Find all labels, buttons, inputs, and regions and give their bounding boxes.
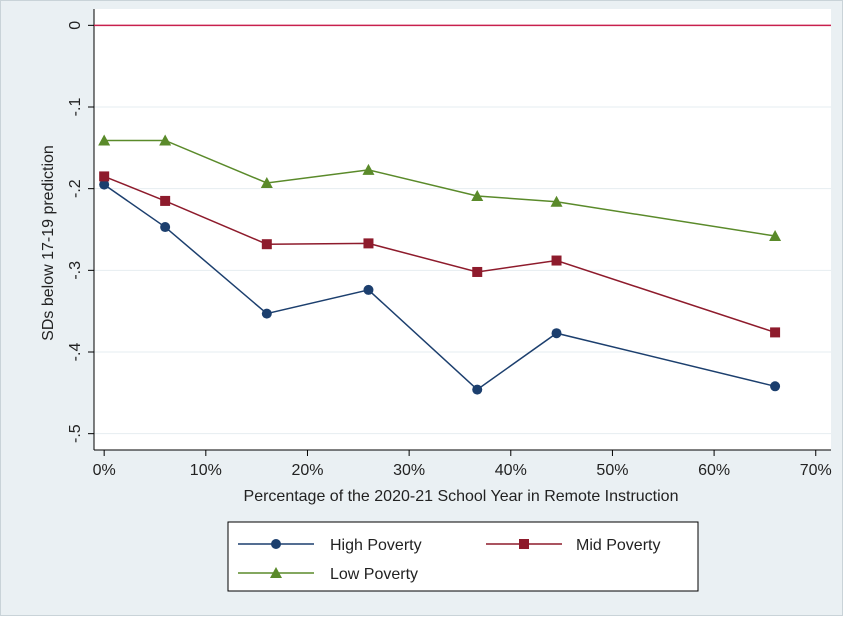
legend-item-low-poverty: Low Poverty	[238, 566, 418, 583]
data-point-low-poverty	[260, 176, 273, 188]
data-point-mid-poverty	[99, 171, 110, 182]
legend-marker-high-poverty	[271, 539, 281, 549]
x-axis-ticks: 0% 10% 20% 30% 40% 50% 60% 70%	[93, 450, 832, 479]
data-point-high-poverty	[551, 328, 562, 339]
y-tick-label: -.5	[67, 424, 84, 443]
series-low-poverty	[98, 134, 782, 242]
data-point-low-poverty	[98, 134, 111, 146]
x-tick-label: 30%	[393, 462, 425, 479]
y-tick-label: -.1	[67, 98, 84, 117]
series-high-poverty	[99, 179, 781, 395]
legend-marker-low-poverty	[270, 567, 282, 578]
x-tick-label: 0%	[93, 462, 116, 479]
data-point-high-poverty	[363, 284, 374, 295]
data-point-high-poverty	[160, 222, 171, 233]
x-tick-label: 50%	[596, 462, 628, 479]
data-point-low-poverty	[471, 190, 484, 202]
legend-label-low-poverty: Low Poverty	[330, 566, 418, 583]
y-axis-ticks: 0 -.1 -.2 -.3 -.4 -.5	[67, 21, 94, 443]
legend-item-high-poverty: High Poverty	[238, 537, 422, 554]
x-tick-label: 20%	[291, 462, 323, 479]
plot-area	[94, 9, 831, 450]
x-tick-label: 40%	[495, 462, 527, 479]
series-group	[98, 134, 782, 395]
data-point-low-poverty	[362, 163, 375, 175]
data-point-low-poverty	[159, 134, 172, 146]
data-point-high-poverty	[472, 384, 483, 395]
legend-marker-mid-poverty	[519, 539, 529, 549]
x-axis-title: Percentage of the 2020-21 School Year in…	[244, 488, 679, 505]
data-point-mid-poverty	[472, 266, 483, 277]
x-tick-label: 10%	[190, 462, 222, 479]
y-tick-label: -.4	[67, 343, 84, 362]
legend-box	[227, 521, 699, 592]
y-axis-title: SDs below 17-19 prediction	[40, 145, 57, 341]
y-tick-label: -.2	[67, 179, 84, 198]
x-tick-label: 70%	[800, 462, 832, 479]
legend-label-high-poverty: High Poverty	[330, 537, 422, 554]
data-point-mid-poverty	[363, 238, 374, 249]
y-tick-label: -.3	[67, 261, 84, 280]
series-mid-poverty	[99, 171, 781, 338]
data-point-mid-poverty	[770, 327, 781, 338]
x-tick-label: 60%	[698, 462, 730, 479]
data-point-low-poverty	[550, 195, 563, 207]
data-point-low-poverty	[769, 230, 782, 242]
legend-label-mid-poverty: Mid Poverty	[576, 537, 660, 554]
axes	[93, 9, 831, 451]
data-point-mid-poverty	[261, 239, 272, 250]
legend: High Poverty Mid Poverty Low Poverty	[227, 521, 699, 592]
data-point-high-poverty	[261, 308, 272, 319]
data-point-high-poverty	[770, 381, 781, 392]
data-point-mid-poverty	[551, 255, 562, 266]
data-point-mid-poverty	[160, 195, 171, 206]
y-tick-label: 0	[67, 21, 84, 30]
legend-item-mid-poverty: Mid Poverty	[486, 537, 660, 554]
data-point-high-poverty	[99, 179, 110, 190]
